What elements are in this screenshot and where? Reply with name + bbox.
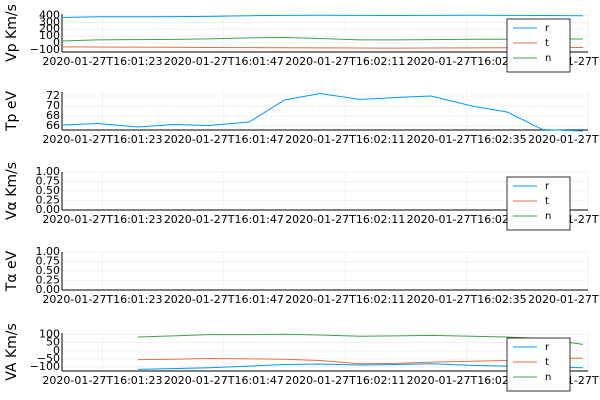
y-tick-label: 200 [39, 22, 60, 35]
legend-box [506, 176, 571, 231]
y-tick-label: 100 [39, 328, 60, 341]
y-tick-label: 68 [46, 109, 60, 122]
legend-label: t [545, 38, 549, 49]
legend-label: n [545, 53, 551, 64]
x-tick-label: 2020-01-27T16:01:47 [164, 293, 284, 306]
y-axis-label: Tα eV [4, 250, 20, 292]
legend-label: n [545, 211, 551, 222]
x-tick-label: 2020-01-27T16:02:11 [285, 293, 405, 306]
y-tick-label: 0.25 [36, 194, 61, 207]
x-tick-label: 2020-01-27T16:02:35 [407, 374, 527, 387]
legend-label: n [545, 372, 551, 383]
x-tick-label: 2020-01-27T16:01:23 [42, 213, 162, 226]
y-axis-label: Tp eV [4, 91, 20, 133]
x-tick-label: 2020-01-27T16:02:59 [528, 293, 600, 306]
legend-box [506, 337, 571, 392]
x-tick-label: 2020-01-27T16:01:47 [164, 55, 284, 68]
x-tick-label: 2020-01-27T16:02:35 [407, 55, 527, 68]
x-tick-label: 2020-01-27T16:02:11 [285, 213, 405, 226]
x-tick-label: 2020-01-27T16:01:23 [42, 133, 162, 146]
x-tick-label: 2020-01-27T16:01:23 [42, 374, 162, 387]
y-axis-label: VA Km/s [4, 323, 20, 381]
x-tick-label: 2020-01-27T16:01:23 [42, 293, 162, 306]
x-tick-label: 2020-01-27T16:01:47 [164, 213, 284, 226]
y-tick-label: 0.75 [36, 175, 61, 188]
x-tick-label: 2020-01-27T16:02:35 [407, 133, 527, 146]
y-tick-label: 300 [39, 15, 60, 28]
y-axis-label: Vα Km/s [4, 162, 20, 220]
y-tick-label: 400 [39, 8, 60, 21]
legend-label: r [545, 342, 550, 353]
legend-label: t [545, 196, 549, 207]
series-line [137, 333, 584, 345]
y-tick-label: −50 [37, 352, 60, 365]
legend-label: r [545, 23, 550, 34]
y-tick-label: 0.25 [36, 274, 61, 287]
y-tick-label: 66 [46, 119, 60, 132]
y-tick-label: −100 [30, 360, 60, 373]
x-tick-label: 2020-01-27T16:02:11 [285, 374, 405, 387]
x-tick-label: 2020-01-27T16:02:59 [528, 133, 600, 146]
legend-label: t [545, 357, 549, 368]
y-tick-label: 0.75 [36, 255, 61, 268]
y-tick-label: 0.50 [36, 184, 61, 197]
series-line [61, 36, 583, 42]
y-tick-label: 100 [39, 29, 60, 42]
x-tick-label: 2020-01-27T16:02:35 [407, 293, 527, 306]
x-tick-label: 2020-01-27T16:02:11 [285, 55, 405, 68]
x-tick-label: 2020-01-27T16:01:47 [164, 374, 284, 387]
y-tick-label: 50 [46, 336, 60, 349]
y-tick-label: 1.00 [36, 165, 61, 178]
y-tick-label: 1.00 [36, 245, 61, 258]
y-tick-label: 70 [46, 99, 60, 112]
x-tick-label: 2020-01-27T16:01:23 [42, 55, 162, 68]
y-tick-label: 0.00 [36, 203, 61, 216]
legend-label: r [545, 181, 550, 192]
y-tick-label: 72 [46, 89, 60, 102]
y-axis-label: Vp Km/s [4, 4, 20, 62]
y-tick-label: −100 [30, 43, 60, 56]
x-tick-label: 2020-01-27T16:02:35 [407, 213, 527, 226]
y-tick-label: 0.00 [36, 283, 61, 296]
x-tick-label: 2020-01-27T16:01:47 [164, 133, 284, 146]
y-tick-label: 0 [53, 36, 60, 49]
series-line [61, 46, 583, 49]
series-line [61, 14, 583, 18]
y-tick-label: 0.50 [36, 264, 61, 277]
y-tick-label: 0 [53, 344, 60, 357]
series-line [61, 92, 583, 132]
x-tick-label: 2020-01-27T16:02:11 [285, 133, 405, 146]
legend-box [506, 18, 571, 73]
